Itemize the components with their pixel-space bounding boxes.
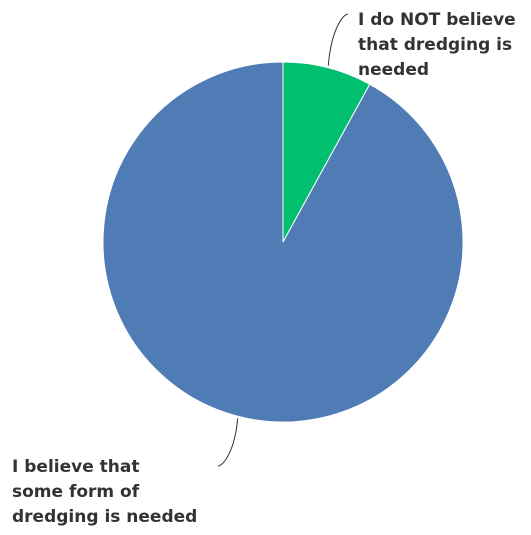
leader-lines bbox=[217, 13, 349, 467]
slice-label-needed-line-1: I believe that bbox=[12, 457, 139, 477]
slice-label-not-needed: I do NOT believe that dredging is needed bbox=[358, 10, 522, 80]
leader-line-needed bbox=[217, 418, 239, 467]
slice-label-not-needed-line-2: that dredging is bbox=[358, 35, 512, 55]
slice-label-not-needed-line-3: needed bbox=[358, 60, 429, 80]
slice-label-not-needed-line-1: I do NOT believe bbox=[358, 10, 516, 30]
pie-slices bbox=[102, 61, 464, 423]
slice-label-needed: I believe that some form of dredging is … bbox=[12, 457, 197, 527]
leader-line-not-needed bbox=[327, 13, 349, 66]
slice-label-needed-line-3: dredging is needed bbox=[12, 507, 197, 527]
pie-slice-not-needed bbox=[282, 61, 371, 243]
slice-label-needed-line-2: some form of bbox=[12, 482, 140, 502]
pie-slice-needed bbox=[102, 61, 464, 423]
